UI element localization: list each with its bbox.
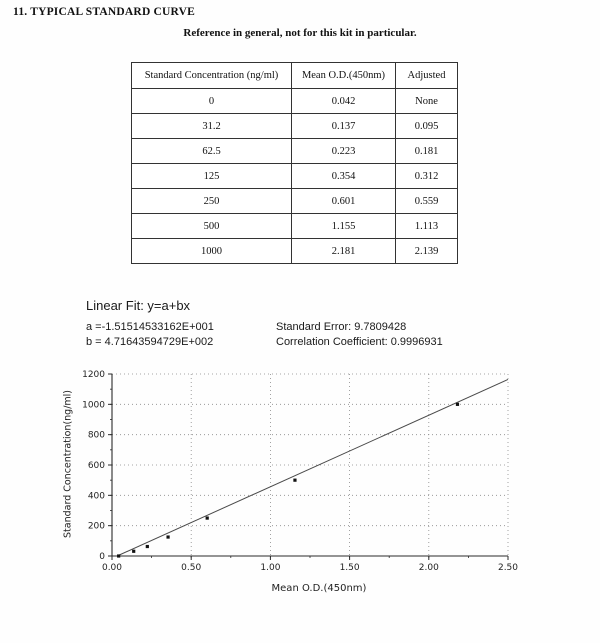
table-cell: 125: [131, 163, 292, 189]
table-cell: 31.2: [131, 113, 292, 139]
svg-text:2.00: 2.00: [419, 563, 439, 573]
svg-text:1200: 1200: [82, 370, 105, 380]
table-row: 31.2 0.137 0.095: [131, 113, 458, 139]
svg-text:1.50: 1.50: [340, 563, 360, 573]
svg-text:0.00: 0.00: [102, 563, 122, 573]
table-cell: 0.042: [291, 88, 396, 114]
table-cell: 2.181: [291, 238, 396, 264]
plot-area: 0 200 400 600 800 1000 1200 0.00 0.50 1.00 1.50 2.0…: [82, 370, 518, 573]
svg-text:400: 400: [88, 491, 105, 501]
table-header: Adjusted: [395, 62, 458, 89]
svg-text:600: 600: [88, 461, 105, 471]
table-row: 1000 2.181 2.139: [131, 238, 458, 264]
table-header: Standard Concentration (ng/ml): [131, 62, 292, 89]
svg-text:2.50: 2.50: [498, 563, 518, 573]
table-cell: 0: [131, 88, 292, 114]
table-row: 0 0.042 None: [131, 88, 458, 114]
svg-text:0.50: 0.50: [181, 563, 201, 573]
table-row: 62.5 0.223 0.181: [131, 138, 458, 164]
table-cell: 0.559: [395, 188, 458, 214]
y-axis-label: Standard Concentration(ng/ml): [62, 390, 74, 539]
table-cell: 1.155: [291, 213, 396, 239]
linear-fit-summary: Linear Fit: y=a+bx a =-1.51514533162E+00…: [86, 298, 443, 350]
page-title: 11. TYPICAL STANDARD CURVE: [13, 6, 196, 18]
table-cell: 0.223: [291, 138, 396, 164]
table-cell: 0.601: [291, 188, 396, 214]
svg-text:800: 800: [88, 431, 105, 441]
table-cell: 0.354: [291, 163, 396, 189]
standard-curve-table: Standard Concentration (ng/ml) Mean O.D.…: [131, 62, 458, 264]
fit-standard-error: Standard Error: 9.7809428: [276, 321, 407, 333]
table-cell: 250: [131, 188, 292, 214]
table-cell: None: [395, 88, 458, 114]
fit-correlation-coefficient: Correlation Coefficient: 0.9996931: [276, 336, 443, 348]
table-cell: 2.139: [395, 238, 458, 264]
table-cell: 1.113: [395, 213, 458, 239]
table-header-row: Standard Concentration (ng/ml) Mean O.D.…: [131, 62, 458, 89]
svg-text:1.00: 1.00: [260, 563, 280, 573]
fit-coefficient-a: a =-1.51514533162E+001: [86, 321, 214, 333]
table-cell: 0.181: [395, 138, 458, 164]
svg-text:200: 200: [88, 522, 105, 532]
table-cell: 62.5: [131, 138, 292, 164]
fit-coefficient-b: b = 4.71643594729E+002: [86, 336, 214, 348]
svg-text:1000: 1000: [82, 400, 105, 410]
table-cell: 0.137: [291, 113, 396, 139]
svg-text:0: 0: [99, 552, 105, 562]
table-header: Mean O.D.(450nm): [291, 62, 396, 89]
table-row: 500 1.155 1.113: [131, 213, 458, 239]
table-cell: 0.095: [395, 113, 458, 139]
table-cell: 500: [131, 213, 292, 239]
table-row: 125 0.354 0.312: [131, 163, 458, 189]
x-axis-label: Mean O.D.(450nm): [271, 583, 367, 594]
table-cell: 0.312: [395, 163, 458, 189]
standard-curve-chart: Standard Concentration(ng/ml) 0 200 400 600…: [60, 364, 536, 594]
fit-equation: Linear Fit: y=a+bx: [86, 298, 191, 313]
table-cell: 1000: [131, 238, 292, 264]
table-row: 250 0.601 0.559: [131, 188, 458, 214]
page-subtitle: Reference in general, not for this kit i…: [183, 27, 417, 39]
